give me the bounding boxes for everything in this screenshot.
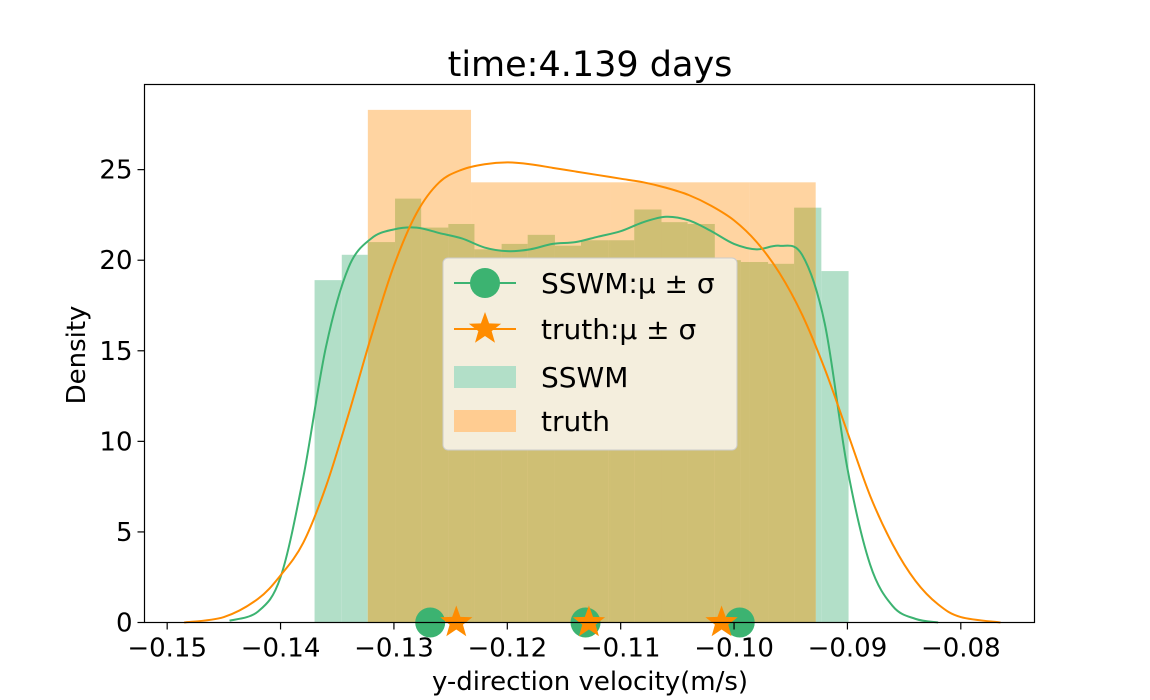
legend-patch-swatch-2 bbox=[454, 366, 516, 388]
legend-label-2: SSWM bbox=[541, 361, 628, 394]
x-tick-label-3: −0.12 bbox=[467, 634, 547, 664]
truth-mu-sigma-point-2 bbox=[705, 605, 738, 637]
kde-line-sswm bbox=[229, 215, 939, 624]
legend-circle-marker bbox=[470, 268, 500, 298]
kde-line-truth bbox=[184, 161, 1001, 624]
hist-overlap-bar-16 bbox=[740, 262, 750, 623]
hist-overlap-bar-2 bbox=[367, 242, 396, 623]
hist-overlap-bar-18 bbox=[794, 207, 816, 623]
legend-label-1: truth:μ ± σ bbox=[541, 313, 696, 346]
legend: SSWM:μ ± σ truth:μ ± σ SSWM truth bbox=[442, 257, 738, 451]
y-tick-label-5: 25 bbox=[99, 156, 132, 186]
truth-mu-sigma-markers bbox=[440, 605, 738, 637]
hist-overlap-bar-17 bbox=[768, 263, 795, 623]
truth-mu-sigma-point-1 bbox=[572, 605, 606, 637]
x-axis-title: y-direction velocity(m/s) bbox=[432, 667, 748, 697]
legend-item-0: SSWM:μ ± σ bbox=[454, 267, 715, 300]
x-tick-label-5: −0.10 bbox=[694, 634, 774, 664]
plot-frame bbox=[143, 83, 1036, 624]
x-tick-label-4: −0.11 bbox=[581, 634, 661, 664]
hist-overlap-bar-3 bbox=[395, 198, 422, 623]
y-axis-title: Density bbox=[62, 306, 92, 405]
x-tick-label-0: −0.15 bbox=[127, 634, 207, 664]
y-tick-label-4: 20 bbox=[99, 246, 132, 276]
hist-bar-sswm-1 bbox=[341, 254, 368, 623]
truth-mu-sigma-point-0 bbox=[440, 605, 473, 637]
legend-item-2: SSWM bbox=[454, 361, 628, 394]
legend-item-3: truth bbox=[454, 405, 610, 438]
x-tick-label-7: −0.08 bbox=[921, 634, 1001, 664]
legend-star-marker bbox=[468, 312, 502, 343]
y-tick-label-2: 10 bbox=[99, 427, 132, 457]
legend-item-1: truth:μ ± σ bbox=[454, 312, 696, 346]
legend-label-0: SSWM:μ ± σ bbox=[541, 267, 715, 300]
y-tick-label-3: 15 bbox=[99, 337, 132, 367]
x-tick-label-1: −0.14 bbox=[241, 634, 321, 664]
chart-title: time:4.139 days bbox=[448, 45, 733, 85]
legend-label-3: truth bbox=[541, 405, 610, 438]
x-tick-label-2: −0.13 bbox=[354, 634, 434, 664]
y-tick-label-1: 5 bbox=[116, 518, 133, 548]
hist-overlap-bar-16 bbox=[749, 262, 769, 623]
y-axis: 0 5 10 15 20 25 bbox=[99, 156, 145, 639]
legend-box bbox=[442, 257, 738, 451]
x-axis: −0.15 −0.14 −0.13 −0.12 −0.11 −0.10 −0.09 −0.08 bbox=[127, 622, 1001, 664]
y-tick-label-0: 0 bbox=[116, 609, 133, 639]
x-tick-label-6: −0.09 bbox=[808, 634, 888, 664]
legend-patch-swatch-3 bbox=[454, 410, 516, 432]
